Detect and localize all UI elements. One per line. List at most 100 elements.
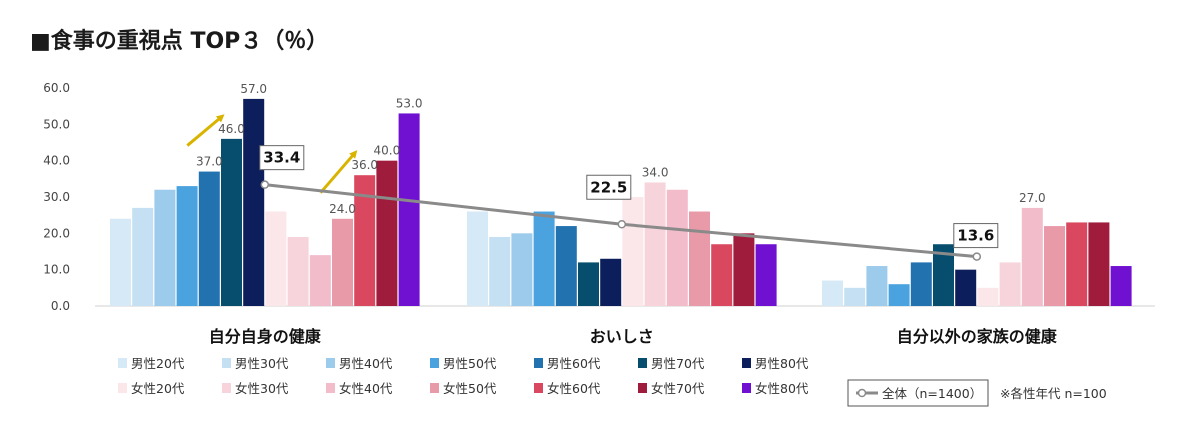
overall-value-label: 22.5 [590,178,627,196]
bar [977,287,999,306]
bar [844,287,866,306]
bar [287,236,309,306]
y-tick-label: 10.0 [43,263,70,277]
bar [221,138,242,306]
y-tick-label: 0.0 [51,299,70,313]
category-label: 自分自身の健康 [209,327,322,346]
legend-label: 女性70代 [651,381,705,396]
bar [689,211,710,306]
overall-value-box [953,223,999,249]
data-label: 27.0 [1019,191,1046,205]
y-tick-label: 50.0 [43,117,70,131]
overall-legend-label: 全体（n=1400） [882,386,982,401]
bar [154,189,176,306]
legend-label: 女性40代 [339,381,393,396]
legend-label: 男性60代 [547,356,601,371]
bar [198,171,220,306]
legend-label: 女性30代 [235,381,289,396]
bar [1021,207,1043,306]
bar [755,244,777,306]
sample-note: ※各性年代 n=100 [1000,386,1107,401]
bar [467,211,488,306]
legend-swatch [742,383,751,393]
bar [176,186,198,306]
legend: 男性20代 男性30代 男性40代 男性50代 男性60代 男性70代 男性80代女性20代… [118,356,989,407]
legend-swatch [638,383,647,393]
overall-line: 33.4 22.5 13.6 [259,145,999,261]
data-labels: 37.0 46.0 57.0 24.0 36.040.0 53.0 34.0 27.0 [196,82,1046,216]
bar [132,207,154,306]
bar [354,175,376,306]
bar [600,258,622,306]
bar [910,262,932,306]
bar [1088,222,1110,306]
legend-swatch [430,383,439,393]
bar [489,236,511,306]
overall-value-label: 33.4 [263,149,300,167]
highlight-arrow [319,150,358,194]
overall-point [617,220,627,229]
bar [955,269,977,306]
data-label: 24.0 [329,202,356,216]
bar [309,255,331,306]
data-label: 34.0 [642,165,669,179]
bar [1110,266,1132,306]
bar [711,244,733,306]
bar [398,113,420,306]
overall-value-box [259,145,305,171]
y-tick-label: 20.0 [43,226,70,240]
bar [578,262,599,306]
bar [243,98,265,307]
bar [1066,222,1088,306]
overall-value-label: 13.6 [957,227,994,245]
legend-label: 男性20代 [131,356,185,371]
bar [376,160,398,306]
data-label: 46.0 [218,122,245,136]
legend-label: 男性40代 [339,356,393,371]
legend-label: 女性50代 [443,381,497,396]
legend-swatch [534,358,543,368]
bar [622,197,644,306]
legend-swatch [534,383,543,393]
legend-label: 男性50代 [443,356,497,371]
category-label: 自分以外の家族の健康 [897,327,1058,346]
bar [822,280,843,306]
overall-point [260,180,270,189]
legend-swatch [326,383,335,393]
highlight-arrows [186,114,358,194]
legend-label: 女性60代 [547,381,601,396]
legend-label: 女性20代 [131,381,185,396]
highlight-arrow [186,114,225,147]
legend-swatch [326,358,335,368]
legend-swatch [430,358,439,368]
bars [110,98,1132,307]
bar [533,211,555,306]
bar [933,244,954,306]
legend-label: 女性80代 [755,381,809,396]
bar [644,182,666,306]
bar [999,262,1021,306]
legend-swatch [118,358,127,368]
data-label: 40.0 [374,144,401,158]
legend-swatch [118,383,127,393]
bar [332,218,353,306]
bar [1044,226,1065,306]
legend-swatch [638,358,647,368]
y-tick-label: 40.0 [43,154,70,168]
category-label: おいしさ [590,327,654,346]
y-tick-label: 60.0 [43,81,70,95]
legend-label: 男性30代 [235,356,289,371]
overall-value-box [586,174,632,200]
legend-swatch [222,358,231,368]
legend-label: 男性80代 [755,356,809,371]
bar [511,233,533,306]
overall-legend-marker [857,388,867,398]
category-labels: 自分自身の健康 おいしさ 自分以外の家族の健康 [209,327,1058,346]
legend-swatch [222,383,231,393]
data-label: 53.0 [396,96,423,110]
bar [866,266,888,306]
chart-title: ■食事の重視点 TOP３（％） [30,28,328,54]
legend-swatch [742,358,751,368]
bar [110,218,131,306]
